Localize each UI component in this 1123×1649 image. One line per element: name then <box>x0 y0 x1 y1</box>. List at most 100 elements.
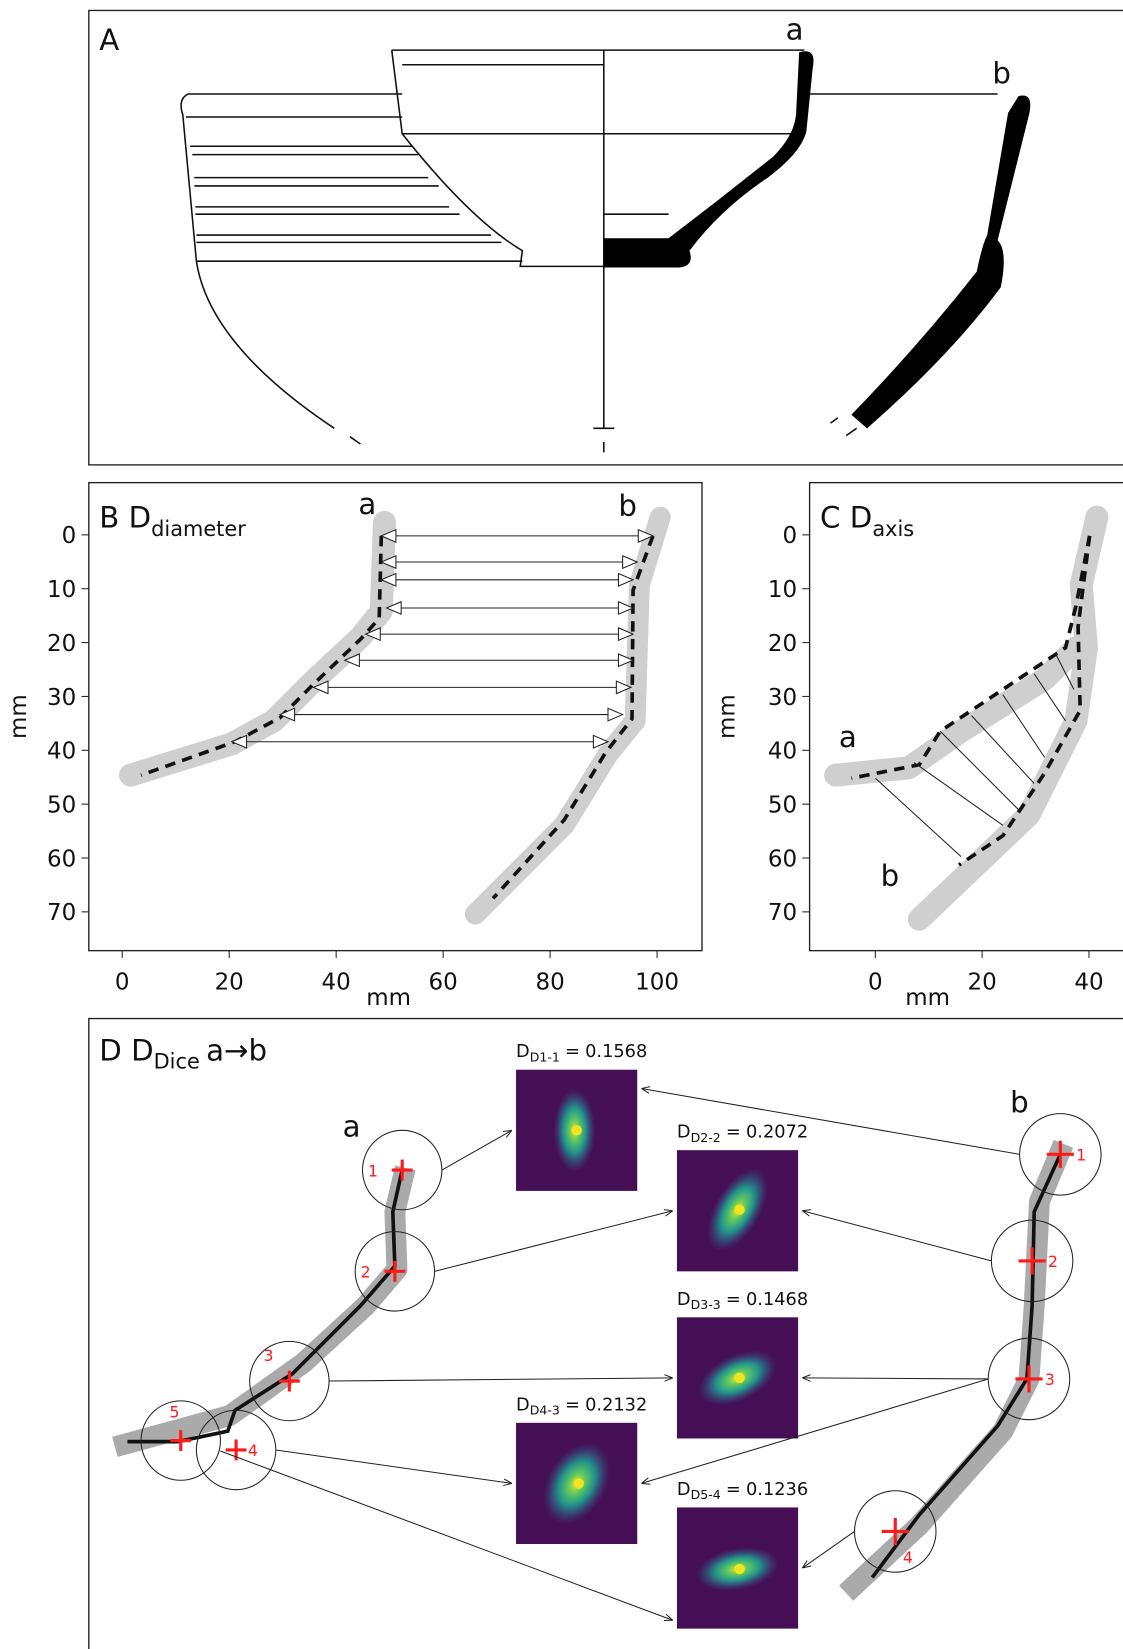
point-number: 2 <box>361 1263 371 1282</box>
link-arrow <box>802 1531 854 1568</box>
point-number: 1 <box>1076 1146 1086 1165</box>
panel-label: D <box>99 1033 122 1067</box>
dice-sub: D5-4 <box>691 1487 721 1502</box>
dice-symbol: D <box>516 1042 530 1062</box>
dice-value: 0.2132 <box>585 1395 647 1415</box>
title: D <box>850 501 873 535</box>
y-tick-label: 60 <box>47 846 76 872</box>
x-tick-label: 40 <box>322 969 351 995</box>
title: D <box>129 501 152 535</box>
section-a <box>604 51 814 267</box>
point-number: 4 <box>248 1441 258 1460</box>
x-tick-label: 100 <box>635 969 679 995</box>
point-label: b <box>1010 1086 1029 1120</box>
relation: = <box>726 1123 741 1143</box>
y-axis-label: mm <box>6 694 32 739</box>
y-tick-label: 40 <box>768 739 797 765</box>
y-tick-label: 70 <box>47 900 76 926</box>
overlap-center <box>571 1125 581 1135</box>
panel-label: A <box>99 23 119 57</box>
dice-symbol: D <box>677 1290 691 1310</box>
link-arrow <box>329 1378 673 1381</box>
x-tick-label: 60 <box>429 969 458 995</box>
dice-sub: D3-3 <box>691 1297 721 1312</box>
point-number: 1 <box>368 1161 378 1180</box>
point-label: b <box>618 489 637 523</box>
title-sub: diameter <box>151 517 246 541</box>
relation: = <box>565 1042 580 1062</box>
y-tick-label: 50 <box>768 793 797 819</box>
y-tick-label: 50 <box>47 793 76 819</box>
point-number: 3 <box>263 1346 273 1365</box>
link-arrow <box>435 1211 673 1272</box>
profile-label: b <box>992 57 1011 91</box>
dice-value: 0.1568 <box>585 1042 647 1062</box>
figure: A a b B Ddiameter a b mm mm C Daxis a b … <box>0 0 1123 1649</box>
y-tick-label: 10 <box>768 577 797 603</box>
relation: = <box>726 1480 741 1500</box>
dice-label: DD1-1 =0.1568 <box>516 1042 647 1064</box>
page: A a b B Ddiameter a b mm mm C Daxis a b … <box>0 0 1123 1649</box>
point-label: a <box>358 487 376 521</box>
dice-value: 0.2072 <box>746 1123 808 1143</box>
link-arrow <box>802 1378 988 1379</box>
y-tick-label: 30 <box>768 685 797 711</box>
dice-sub: D2-2 <box>691 1130 721 1145</box>
y-tick-label: 60 <box>768 846 797 872</box>
dice-label: DD4-3 =0.2132 <box>516 1395 647 1417</box>
dice-symbol: D <box>516 1395 530 1415</box>
x-axis-label: mm <box>905 985 950 1011</box>
dice-value: 0.1468 <box>746 1290 808 1310</box>
section-b <box>851 95 1030 428</box>
relation: = <box>726 1290 741 1310</box>
x-axis-label: mm <box>366 985 411 1011</box>
title: D <box>131 1033 154 1067</box>
point-number: 4 <box>903 1548 913 1567</box>
vessel-drawing <box>181 50 1030 452</box>
point-number: 3 <box>1045 1370 1055 1389</box>
dice-sub: D4-3 <box>530 1402 560 1417</box>
profiles <box>836 517 1097 919</box>
link-arrow <box>802 1211 991 1261</box>
panel-label: C Daxis <box>820 501 914 541</box>
link-arrow <box>442 1130 512 1170</box>
panel-label: B <box>99 501 119 535</box>
link-arrow <box>276 1450 512 1483</box>
y-tick-label: 70 <box>768 900 797 926</box>
x-tick-label: 20 <box>968 969 997 995</box>
y-tick-label: 20 <box>47 631 76 657</box>
y-tick-label: 0 <box>782 523 797 549</box>
point-label: b <box>881 859 900 893</box>
x-tick-label: 0 <box>868 969 883 995</box>
dice-label: DD2-2=0.2072 <box>677 1123 808 1145</box>
x-tick-label: 80 <box>535 969 564 995</box>
y-tick-label: 30 <box>47 685 76 711</box>
dice-value: 0.1236 <box>746 1480 808 1500</box>
profiles <box>131 517 661 914</box>
y-axis-label: mm <box>714 694 740 739</box>
panel-label: B Ddiameter <box>99 501 246 541</box>
title-suffix: a→b <box>206 1033 267 1067</box>
dice-label: DD3-3 =0.1468 <box>677 1290 808 1312</box>
dice-symbol: D <box>677 1480 691 1500</box>
dice-sub: D1-1 <box>530 1049 560 1064</box>
profile-label: a <box>786 13 804 47</box>
panel-a-frame <box>89 10 1123 464</box>
x-tick-label: 40 <box>1074 969 1103 995</box>
relation: = <box>565 1395 580 1415</box>
y-tick-label: 0 <box>62 523 77 549</box>
dice-label: DD5-4 =0.1236 <box>677 1480 808 1502</box>
panel-label: C <box>820 501 840 535</box>
point-label: a <box>839 720 857 754</box>
arrow-head <box>608 708 623 721</box>
overlap-center <box>734 1204 744 1214</box>
y-tick-label: 40 <box>47 739 76 765</box>
point-number: 2 <box>1048 1252 1058 1271</box>
x-tick-label: 0 <box>115 969 130 995</box>
overlap-center <box>574 1478 584 1488</box>
overlap-center <box>734 1564 744 1574</box>
x-tick-label: 20 <box>215 969 244 995</box>
title-sub: Dice <box>154 1050 200 1074</box>
y-tick-label: 20 <box>768 631 797 657</box>
